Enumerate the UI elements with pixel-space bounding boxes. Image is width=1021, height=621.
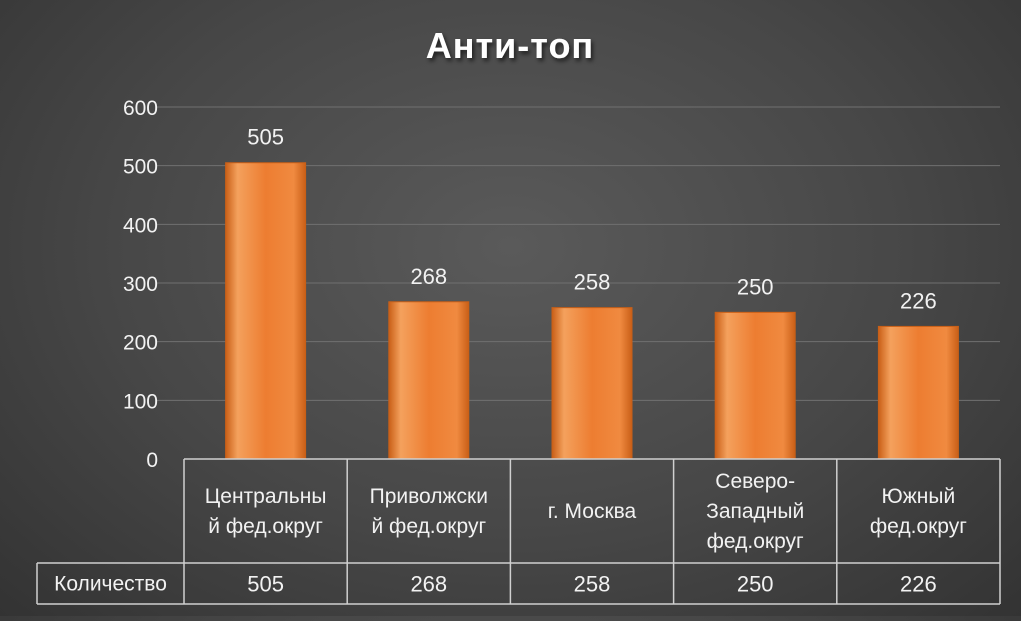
data-label: 250 bbox=[737, 274, 774, 299]
y-tick-label: 400 bbox=[123, 214, 158, 237]
bar bbox=[714, 311, 796, 460]
category-label: й фед.округ bbox=[371, 515, 486, 538]
y-tick-label: 300 bbox=[123, 273, 158, 296]
y-tick-label: 600 bbox=[123, 97, 158, 120]
bar bbox=[225, 162, 307, 460]
category-label: Западный bbox=[706, 500, 804, 523]
category-label: фед.округ bbox=[870, 515, 967, 538]
y-tick-label: 0 bbox=[146, 449, 158, 472]
data-label: 505 bbox=[247, 125, 284, 150]
bars bbox=[225, 162, 959, 460]
category-label: й фед.округ bbox=[208, 515, 323, 538]
bar bbox=[877, 325, 959, 460]
category-label: Южный bbox=[882, 485, 956, 508]
category-label: Приволжски bbox=[370, 485, 488, 508]
chart-title: Анти-топ bbox=[426, 25, 594, 66]
table-value-cell: 268 bbox=[410, 572, 447, 597]
y-axis-ticks: 0 100 200 300 400 500 600 bbox=[123, 97, 158, 472]
bar bbox=[388, 301, 470, 460]
data-labels: 505 268 258 250 226 bbox=[247, 125, 937, 314]
table-value-cell: 226 bbox=[900, 572, 937, 597]
category-label: фед.округ bbox=[707, 530, 804, 553]
y-tick-label: 200 bbox=[123, 332, 158, 355]
data-label: 258 bbox=[574, 270, 611, 295]
table-value-cell: 250 bbox=[737, 572, 774, 597]
category-label: г. Москва bbox=[548, 500, 637, 523]
category-label: Центральны bbox=[205, 485, 327, 508]
data-label: 268 bbox=[410, 264, 447, 289]
bar bbox=[551, 307, 633, 460]
series-row-header: Количество bbox=[54, 573, 167, 596]
category-label: Северо- bbox=[715, 470, 795, 493]
table-value-cell: 505 bbox=[247, 572, 284, 597]
table-value-cell: 258 bbox=[574, 572, 611, 597]
y-tick-label: 100 bbox=[123, 390, 158, 413]
data-label: 226 bbox=[900, 288, 937, 313]
data-table: Центральны й фед.округ Приволжски й фед.окр… bbox=[36, 458, 1001, 605]
y-tick-label: 500 bbox=[123, 156, 158, 179]
